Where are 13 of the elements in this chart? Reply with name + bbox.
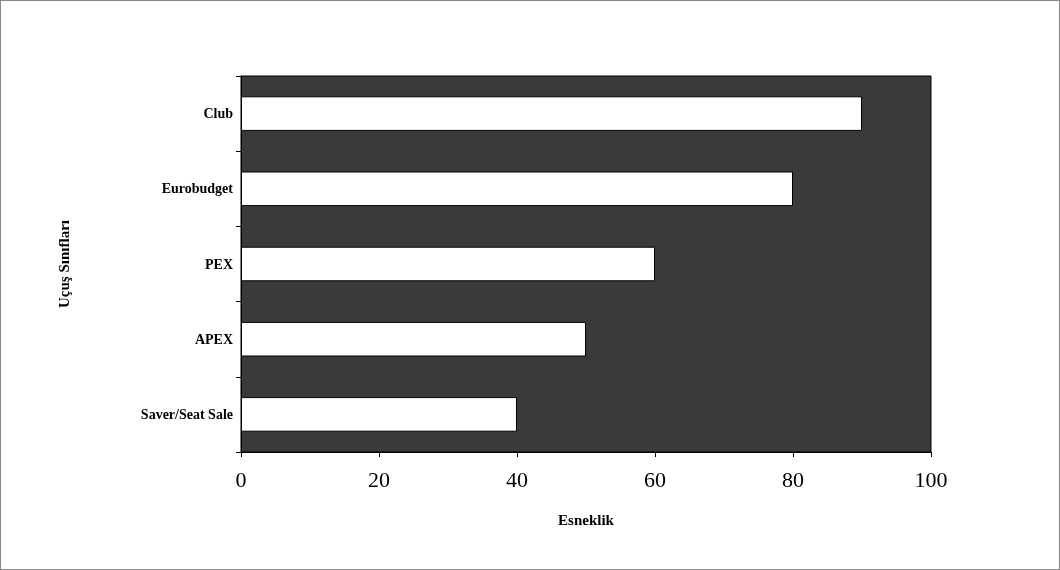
x-tick-label: 0: [235, 466, 247, 492]
x-tick-label: 80: [782, 466, 804, 492]
x-axis-title: Esneklik: [558, 511, 615, 528]
y-axis-title: Uçuş Sınıfları: [55, 220, 72, 308]
x-tick-label: 20: [368, 466, 390, 492]
y-tick-label: Saver/Seat Sale: [140, 406, 233, 422]
x-tick-label: 100: [914, 466, 948, 492]
x-tick-label: 60: [644, 466, 666, 492]
y-tick-label: PEX: [205, 256, 233, 272]
y-tick-label: Club: [203, 106, 234, 122]
y-tick-label: APEX: [194, 331, 233, 347]
y-tick-label: Eurobudget: [161, 181, 234, 197]
x-tick-label: 40: [506, 466, 528, 492]
